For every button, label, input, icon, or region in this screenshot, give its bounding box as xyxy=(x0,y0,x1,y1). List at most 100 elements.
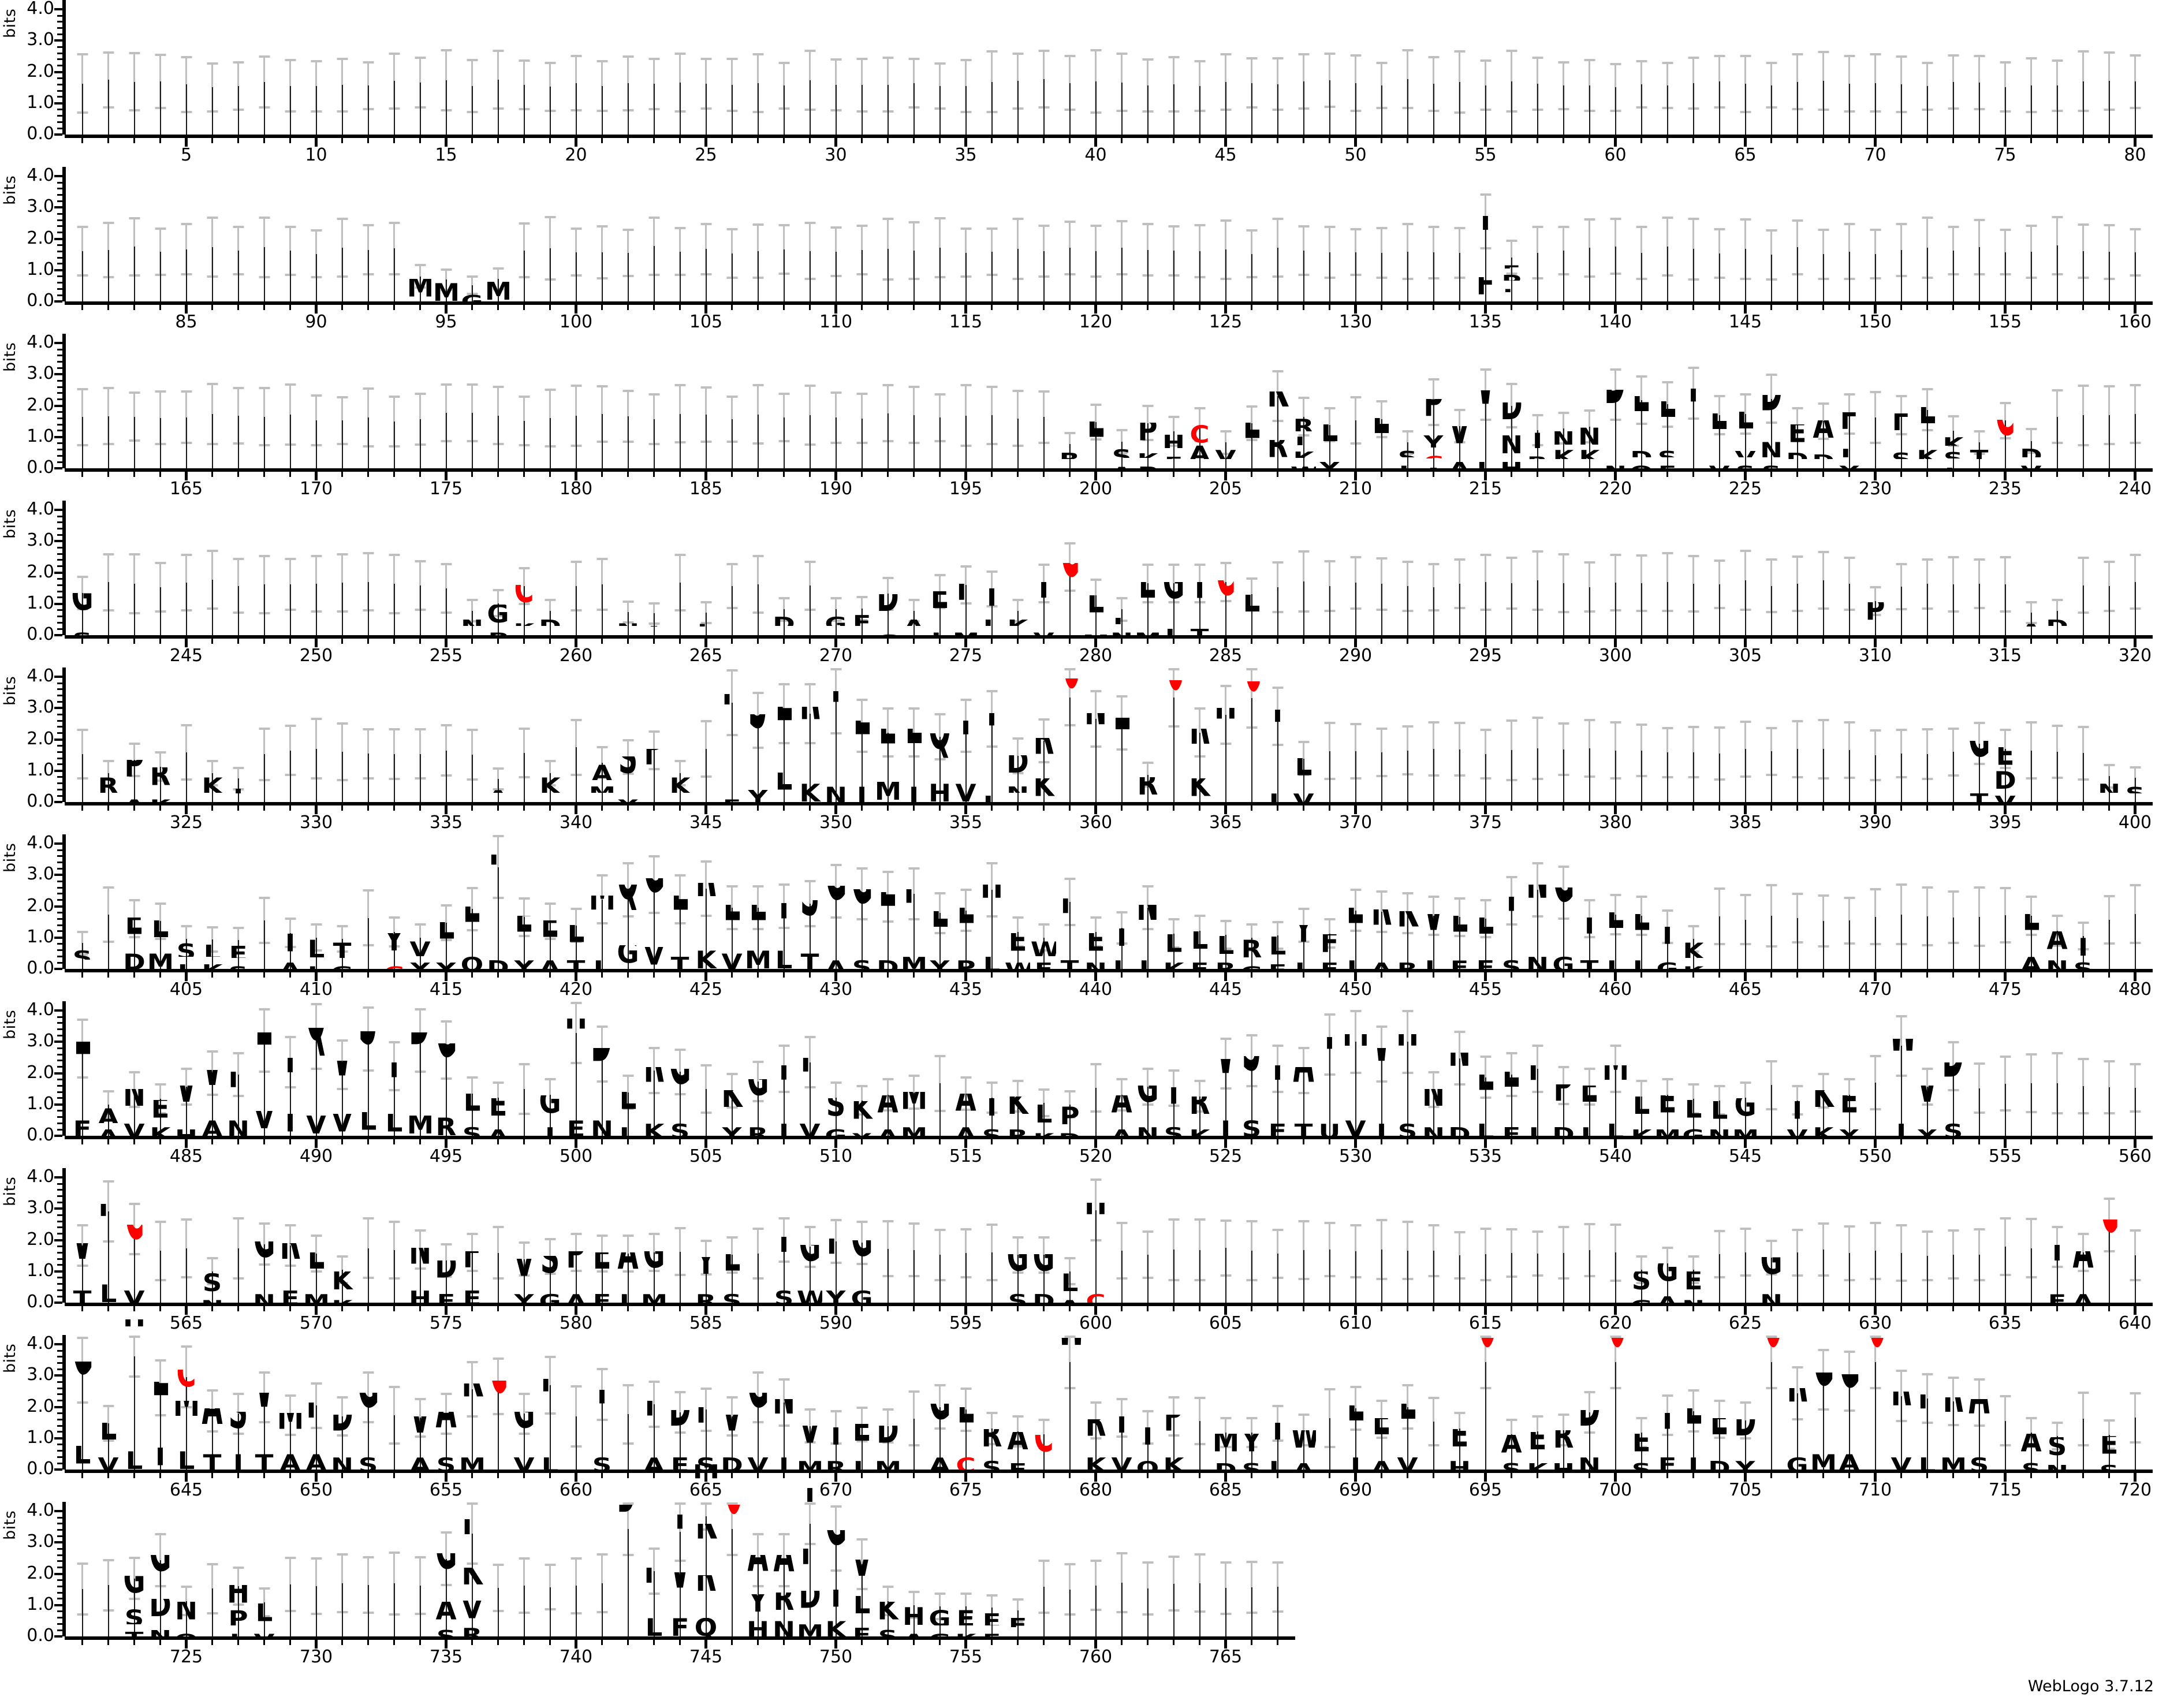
error-bar-stem xyxy=(523,250,525,301)
residue-letter: R xyxy=(1525,448,1550,459)
error-bar-cap xyxy=(103,221,114,224)
residue-letter: L xyxy=(1347,956,1364,969)
error-bar-stem xyxy=(1615,750,1616,802)
error-bar-stem xyxy=(627,757,629,802)
x-tick-major xyxy=(704,138,707,147)
error-bar-stem xyxy=(2108,1087,2110,1136)
residue-letter: Y xyxy=(1473,216,1498,277)
error-bar xyxy=(549,761,551,786)
residue-letter: S xyxy=(1889,446,1914,459)
error-bar-cap xyxy=(129,1203,140,1206)
x-tick-minor xyxy=(211,1139,213,1144)
x-tick-minor xyxy=(679,1139,681,1144)
logo-plot-area: MMGMFYYLPE xyxy=(69,167,2148,301)
x-tick-label: 180 xyxy=(559,479,593,499)
x-tick-minor xyxy=(2056,305,2058,310)
error-bar-stem xyxy=(1485,85,1486,135)
residue-stack: KR xyxy=(797,707,822,802)
error-bar-cap xyxy=(415,264,426,267)
error-bar xyxy=(107,554,109,610)
error-bar-cap xyxy=(2130,54,2141,57)
error-bar-cap xyxy=(804,1408,815,1411)
error-bar-stem xyxy=(1978,83,1980,135)
error-bar-cap xyxy=(77,387,88,390)
residue-letter: A xyxy=(591,763,613,781)
x-tick-minor xyxy=(81,972,83,978)
y-tick-minor xyxy=(57,386,62,388)
error-bar-cap xyxy=(1922,558,1933,561)
error-bar xyxy=(1485,60,1486,110)
residue-letter: A xyxy=(486,1123,510,1136)
residue-letter: E xyxy=(1528,1431,1547,1457)
error-bar-stem xyxy=(1017,248,1019,301)
residue-letter: Y xyxy=(1499,292,1524,301)
residue-letter: Y xyxy=(1735,1457,1755,1470)
error-bar xyxy=(2004,62,2006,111)
error-bar-cap xyxy=(1948,1229,1959,1232)
x-tick-minor xyxy=(107,138,109,143)
error-bar-cap xyxy=(778,393,789,396)
error-bar-stem xyxy=(237,940,239,969)
residue-letter: K xyxy=(460,1383,484,1454)
error-bar-cap xyxy=(389,554,400,557)
error-bar xyxy=(1173,919,1175,948)
residue-letter: M xyxy=(745,950,770,969)
error-bar-stem xyxy=(757,584,759,635)
y-tick-minor xyxy=(57,744,62,747)
error-bar-stem xyxy=(939,1083,941,1136)
residue-letter: R xyxy=(1577,459,1602,468)
error-bar-cap xyxy=(1688,554,1699,557)
error-bar-stem xyxy=(965,584,967,635)
residue-letter: F xyxy=(1655,457,1680,468)
x-tick-minor xyxy=(107,972,109,978)
residue-letter: L xyxy=(771,707,796,773)
residue-stack: IL xyxy=(849,721,874,802)
error-bar xyxy=(1770,230,1772,279)
residue-stack: ND xyxy=(330,1415,355,1470)
residue-letter: S xyxy=(1941,446,1966,458)
residue-letter: Y xyxy=(1655,1413,1680,1453)
residue-stack: AG xyxy=(1837,1374,1862,1470)
y-axis-label: bits xyxy=(1,8,19,38)
x-tick-minor xyxy=(1121,805,1123,811)
x-tick-minor xyxy=(1017,639,1019,644)
error-bar xyxy=(2056,390,2058,443)
residue-letter: W xyxy=(1291,1430,1316,1457)
residue-letter: Y xyxy=(748,786,768,802)
error-bar-cap xyxy=(1766,884,1777,887)
residue-letter: Y xyxy=(408,956,432,969)
residue-letter: K xyxy=(1553,446,1574,459)
residue-letter: Y xyxy=(1265,1065,1290,1120)
error-bar-stem xyxy=(1251,594,1252,635)
residue-letter: A xyxy=(1421,458,1446,468)
x-tick-label: 590 xyxy=(819,1313,853,1333)
residue-letter: A xyxy=(200,1408,225,1452)
error-bar xyxy=(1822,51,1824,110)
error-bar-cap xyxy=(77,1224,88,1226)
error-bar xyxy=(523,61,525,109)
residue-stack: YS xyxy=(616,756,640,802)
error-bar-stem xyxy=(1329,1418,1330,1470)
error-bar-cap xyxy=(1142,885,1153,887)
x-tick-minor xyxy=(861,472,863,477)
error-bar-cap xyxy=(804,560,815,563)
y-tick-major xyxy=(54,905,62,908)
x-tick-minor xyxy=(393,972,395,978)
x-tick-minor xyxy=(523,805,525,811)
residue-stack: SKC xyxy=(512,585,536,635)
error-bar-cap xyxy=(1402,1383,1413,1386)
y-axis-spine xyxy=(62,0,66,135)
error-bar-stem xyxy=(315,253,317,301)
error-bar-cap xyxy=(1610,554,1621,557)
error-bar-cap xyxy=(882,871,893,874)
y-axis-label: bits xyxy=(1,1343,19,1373)
error-bar-stem xyxy=(211,939,213,969)
residue-stack: QDE xyxy=(1629,396,1654,468)
x-tick-minor xyxy=(2030,972,2032,978)
residue-letter: V xyxy=(513,1453,535,1470)
residue-letter: E xyxy=(852,1424,871,1452)
error-bar-stem xyxy=(1277,935,1278,969)
error-bar-cap xyxy=(1792,1228,1803,1231)
error-bar-cap xyxy=(1870,888,1881,891)
x-tick-minor xyxy=(341,472,343,477)
